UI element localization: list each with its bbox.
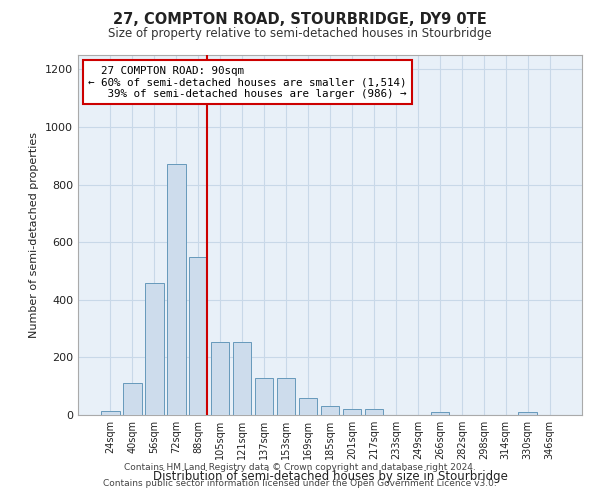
Bar: [123, 384, 142, 415]
Text: Size of property relative to semi-detached houses in Stourbridge: Size of property relative to semi-detach…: [108, 28, 492, 40]
Bar: [145, 282, 164, 415]
Y-axis label: Number of semi-detached properties: Number of semi-detached properties: [29, 132, 40, 338]
Bar: [189, 256, 208, 415]
Bar: [277, 378, 295, 415]
Bar: [320, 406, 340, 415]
Bar: [299, 398, 317, 415]
Bar: [255, 378, 274, 415]
Text: Contains public sector information licensed under the Open Government Licence v3: Contains public sector information licen…: [103, 478, 497, 488]
X-axis label: Distribution of semi-detached houses by size in Stourbridge: Distribution of semi-detached houses by …: [152, 470, 508, 484]
Bar: [365, 409, 383, 415]
Bar: [518, 412, 537, 415]
Text: 27 COMPTON ROAD: 90sqm
← 60% of semi-detached houses are smaller (1,514)
   39% : 27 COMPTON ROAD: 90sqm ← 60% of semi-det…: [88, 66, 407, 99]
Bar: [101, 410, 119, 415]
Bar: [431, 412, 449, 415]
Bar: [211, 342, 229, 415]
Bar: [233, 342, 251, 415]
Text: 27, COMPTON ROAD, STOURBRIDGE, DY9 0TE: 27, COMPTON ROAD, STOURBRIDGE, DY9 0TE: [113, 12, 487, 28]
Text: Contains HM Land Registry data © Crown copyright and database right 2024.: Contains HM Land Registry data © Crown c…: [124, 464, 476, 472]
Bar: [167, 164, 185, 415]
Bar: [343, 409, 361, 415]
